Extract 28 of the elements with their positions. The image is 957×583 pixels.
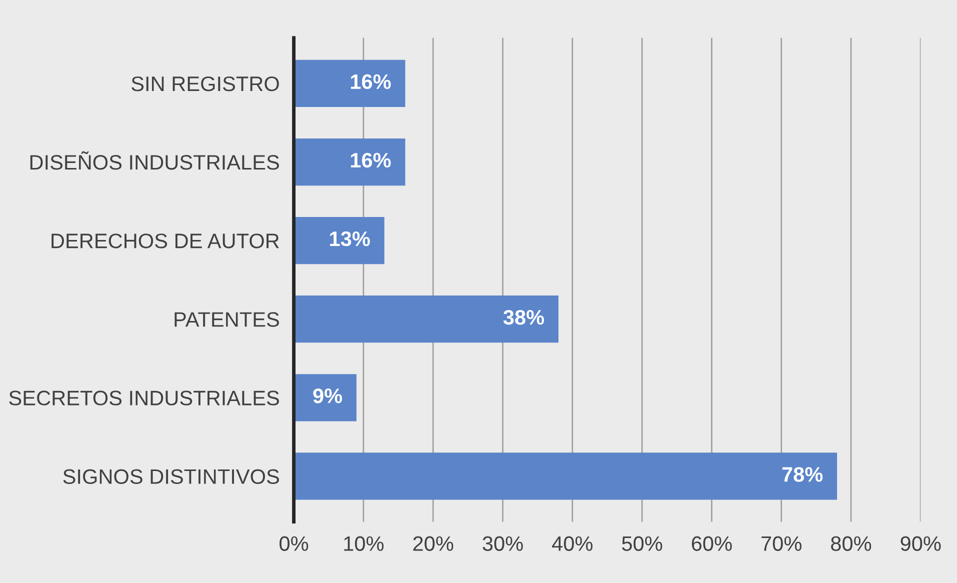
x-tick-label: 80% (831, 536, 872, 551)
y-tick-label: DERECHOS DE AUTOR (52, 234, 279, 248)
bar (294, 216, 384, 264)
data-label: 16% (350, 74, 391, 90)
x-tick-label: 10% (344, 536, 384, 551)
x-tick-label: 0% (280, 536, 308, 551)
y-tick-label: SIN REGISTRO (132, 76, 279, 92)
bar (294, 374, 356, 422)
x-tick-label: 90% (900, 536, 941, 551)
y-tick-label: PATENTES (174, 312, 279, 327)
data-label: 13% (330, 231, 370, 246)
bar (294, 60, 406, 108)
x-tick-label: 70% (762, 536, 802, 551)
data-label: 16% (350, 152, 391, 168)
y-tick-label: DISEÑOS INDUSTRIALES (30, 151, 279, 170)
y-tick-label: SECRETOS INDUSTRIALES (9, 390, 279, 406)
x-tick-label: 50% (622, 536, 662, 551)
y-tick-label: SIGNOS DISTINTIVOS (63, 469, 279, 484)
data-label: 38% (503, 310, 544, 325)
x-tick-label: 30% (482, 536, 523, 551)
bar (294, 138, 406, 186)
x-tick-label: 20% (413, 536, 454, 551)
data-label: 9% (313, 388, 342, 404)
data-label: 78% (782, 467, 823, 482)
bar (294, 452, 838, 500)
x-tick-label: 60% (692, 536, 732, 551)
x-tick-label: 40% (552, 536, 592, 551)
bar (294, 296, 558, 343)
